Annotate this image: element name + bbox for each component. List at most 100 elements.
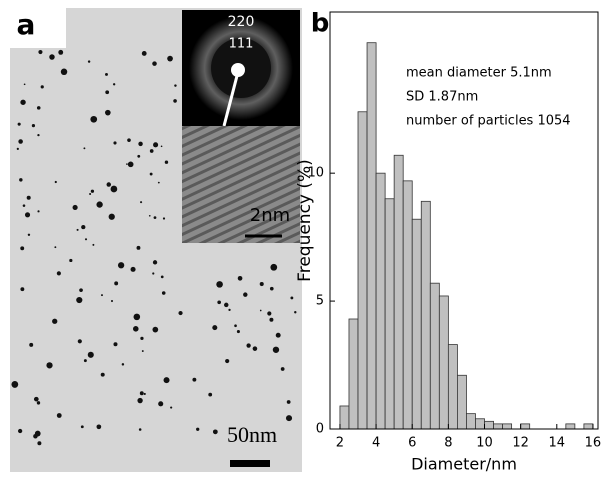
particle — [161, 291, 166, 295]
particle — [105, 109, 111, 116]
particle — [27, 233, 31, 236]
particle — [140, 201, 143, 204]
particle — [11, 381, 19, 388]
particle — [153, 216, 157, 220]
particle — [105, 90, 110, 95]
particle — [126, 163, 128, 165]
label-box — [0, 0, 66, 48]
particles — [11, 49, 297, 446]
particle — [237, 275, 243, 281]
particle — [113, 342, 118, 347]
y-tick-label: 0 — [316, 422, 324, 437]
particle — [40, 85, 44, 89]
particle — [54, 180, 57, 184]
particle — [140, 336, 144, 340]
particle — [139, 391, 144, 396]
particle — [137, 397, 143, 404]
bar — [411, 218, 422, 430]
particle — [20, 99, 26, 105]
x-tick-label: 14 — [549, 436, 566, 451]
particle — [228, 308, 231, 312]
particle — [60, 68, 68, 76]
bar — [438, 295, 449, 430]
particle — [157, 181, 160, 184]
particle — [224, 302, 229, 308]
particle — [170, 406, 173, 409]
particle — [269, 317, 274, 322]
bar — [583, 423, 594, 430]
bar — [457, 374, 467, 430]
particle — [212, 429, 218, 435]
beam-stop — [231, 63, 245, 77]
particle — [113, 141, 117, 145]
particle — [76, 296, 83, 304]
x-tick-label: 10 — [476, 436, 493, 451]
particle — [101, 294, 103, 297]
beam-stop-arm — [222, 71, 240, 127]
particle — [81, 224, 86, 230]
particle — [280, 367, 285, 371]
particle — [58, 49, 64, 55]
bar — [420, 200, 431, 430]
particle — [192, 377, 197, 382]
bar — [484, 420, 494, 430]
particle — [17, 428, 23, 434]
particle — [84, 238, 88, 241]
particle — [130, 266, 136, 272]
particle — [246, 343, 251, 348]
particle — [286, 400, 291, 404]
bar — [493, 423, 503, 430]
particle — [136, 245, 141, 250]
ring-label: 111 — [229, 37, 254, 52]
particle — [152, 61, 157, 66]
particle — [152, 260, 158, 265]
particle — [83, 359, 87, 363]
particle — [160, 275, 164, 279]
particle — [100, 372, 105, 377]
particle — [149, 149, 154, 153]
bar — [565, 423, 576, 430]
particle — [138, 428, 142, 431]
particle — [79, 288, 83, 293]
particle — [216, 281, 223, 288]
particle — [152, 326, 159, 333]
particle — [158, 401, 164, 407]
particle — [87, 60, 91, 63]
bar — [366, 42, 377, 430]
particle — [87, 351, 94, 358]
annotation: mean diameter 5.1nm — [406, 66, 552, 81]
particle — [54, 246, 57, 249]
y-tick-label: 10 — [307, 166, 324, 181]
x-tick-label: 12 — [512, 436, 529, 451]
particle — [56, 271, 61, 276]
bar — [475, 418, 485, 430]
particle — [36, 401, 41, 405]
x-tick-label: 16 — [585, 436, 602, 451]
particle — [37, 441, 42, 446]
x-tick-label: 6 — [408, 436, 416, 451]
particle — [18, 139, 23, 144]
particle — [196, 427, 200, 431]
bar — [375, 172, 386, 430]
particle — [46, 362, 53, 369]
particle — [163, 377, 170, 384]
scale-bar — [230, 460, 270, 467]
particle — [96, 201, 103, 208]
particle — [269, 286, 274, 291]
particle — [90, 189, 95, 193]
x-tick-label: 4 — [372, 436, 380, 451]
particle — [56, 413, 62, 418]
bar — [384, 198, 395, 430]
particle — [259, 309, 262, 312]
particle — [164, 160, 169, 164]
particle — [96, 424, 102, 430]
particle — [105, 72, 108, 76]
particle — [89, 192, 92, 195]
x-tick-label: 8 — [444, 436, 452, 451]
particle — [225, 358, 230, 364]
particle — [31, 124, 36, 128]
particle — [108, 213, 115, 220]
panel-label: b — [311, 9, 330, 39]
particle — [110, 299, 114, 303]
